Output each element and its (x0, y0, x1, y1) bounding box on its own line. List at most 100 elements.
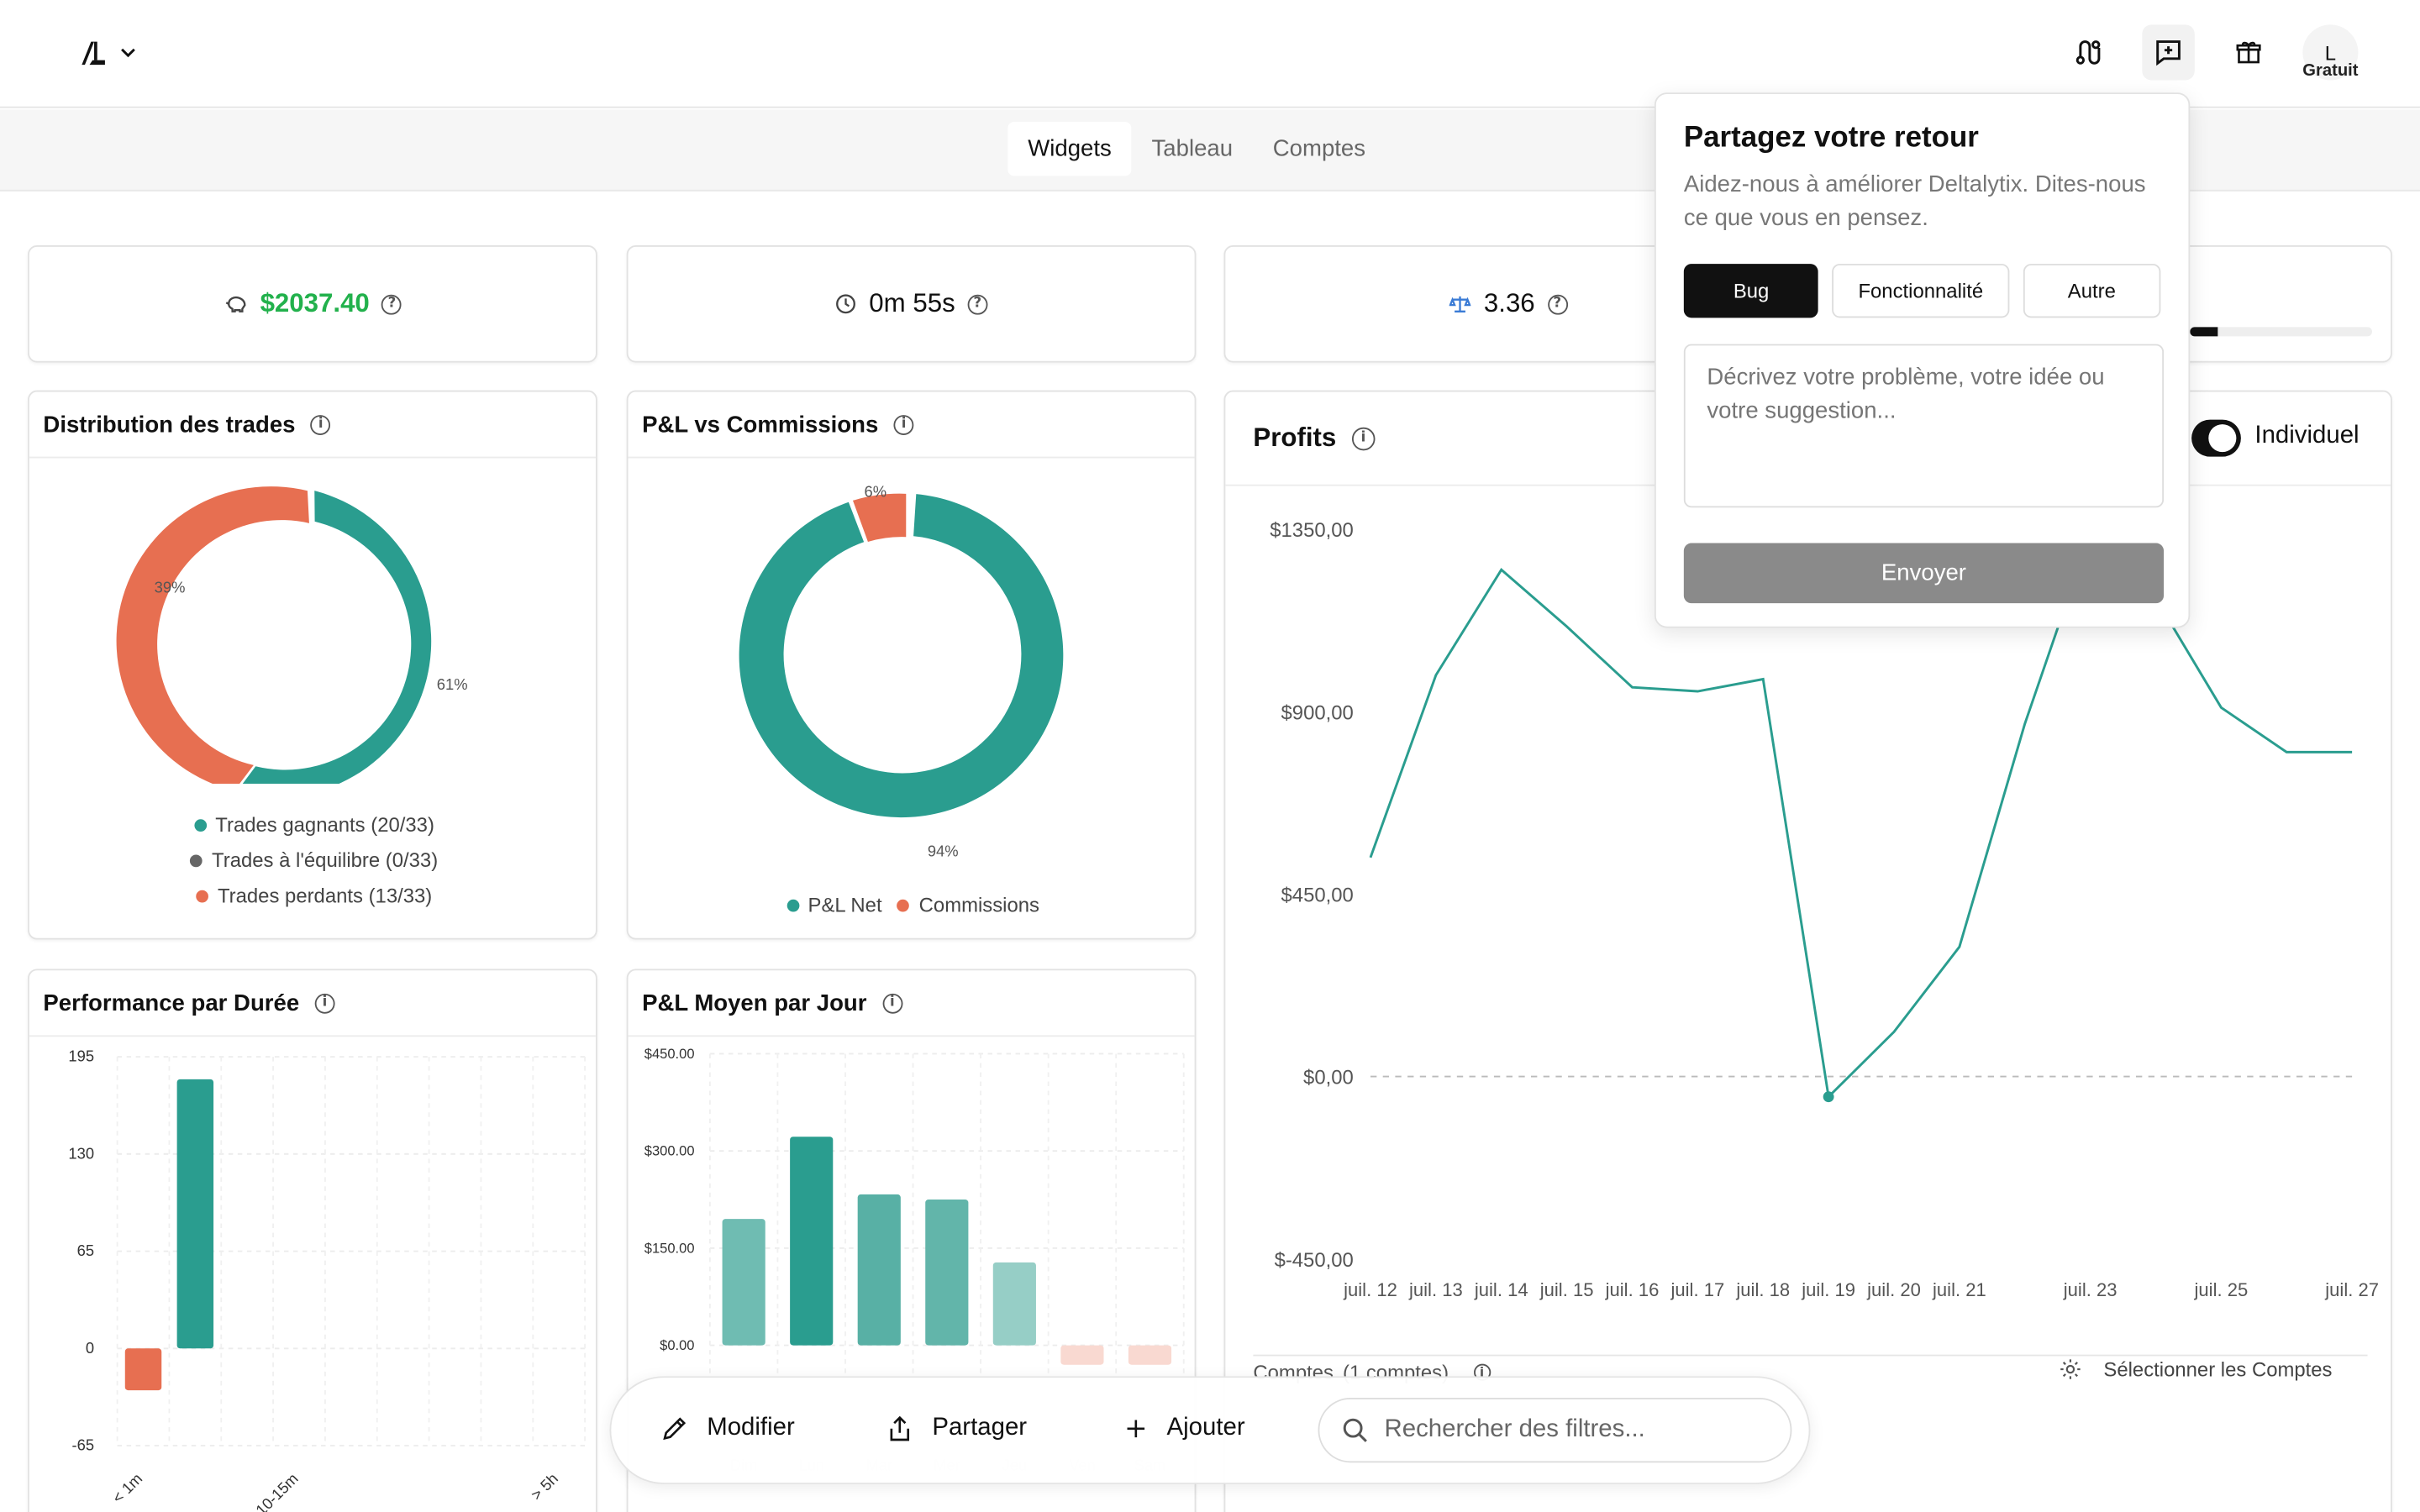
profits-line-chart: $-450,00 $0,00 $450,00 $900,00 $1350,00 juil.… (1270, 519, 2379, 1300)
x-tick-label: juil. 25 (2194, 1279, 2249, 1300)
y-tick-label: 0 (86, 1339, 94, 1357)
scale-icon (1449, 296, 1472, 312)
chevron-down-icon (121, 48, 135, 58)
tab-widgets[interactable]: Widgets (1007, 122, 1132, 176)
gear-icon (2060, 1359, 2081, 1379)
stat-pnl-value: $2037.40 (260, 288, 370, 318)
help-icon[interactable]: ? (381, 293, 402, 314)
tab-tableau[interactable]: Tableau (1151, 135, 1234, 162)
add-widget-button[interactable]: Ajouter (1123, 1415, 1245, 1442)
bar (124, 1348, 162, 1391)
x-tick-label: juil. 17 (1670, 1279, 1725, 1300)
y-tick-label: $300.00 (644, 1143, 695, 1159)
gift-icon (2236, 41, 2261, 64)
floating-toolbar: Modifier Partager Ajouter Rechercher des… (609, 1376, 1811, 1484)
x-tick-label: juil. 20 (1866, 1279, 1921, 1300)
x-tick-label: juil. 27 (2324, 1279, 2379, 1300)
bar (1128, 1345, 1172, 1365)
pct-loss-label: 39% (155, 578, 186, 596)
y-tick-label: $450,00 (1281, 885, 1354, 907)
trade-distribution-widget: Distribution des trades i 61% 39% Trades… (28, 390, 597, 940)
stat-card-pnl: $2037.40 ? (28, 245, 597, 363)
plus-icon (1127, 1420, 1145, 1438)
progress-track (2190, 327, 2373, 337)
legend-item-losing: Trades perdants (13/33) (196, 884, 432, 907)
x-tick-label: juil. 18 (1735, 1279, 1790, 1300)
x-tick-label: 10-15m (252, 1469, 302, 1512)
feedback-type-feature[interactable]: Fonctionnalité (1832, 264, 2009, 318)
x-tick-label: < 1m (108, 1469, 145, 1506)
x-tick-label: juil. 16 (1605, 1279, 1660, 1300)
x-tick-label: juil. 15 (1539, 1279, 1594, 1300)
filter-search-input[interactable]: Rechercher des filtres... (1318, 1398, 1792, 1463)
feedback-popover: Partagez votre retour Aidez-nous à améli… (1654, 92, 2191, 628)
referral-gift-button[interactable] (2223, 24, 2275, 80)
legend-item-commissions: Commissions (897, 893, 1039, 916)
help-icon[interactable]: ? (967, 293, 988, 314)
edit-button[interactable]: Modifier (660, 1415, 795, 1442)
weekday-bar-chart: $0.00$150.00$300.00$450.00DimLunMarMerJe… (644, 1046, 1185, 1473)
accounts-row (1253, 1354, 2368, 1357)
feedback-type-bug[interactable]: Bug (1683, 264, 1819, 318)
feedback-subtitle: Aidez-nous à améliorer Deltalytix. Dites… (1683, 171, 2146, 232)
x-tick-label: juil. 13 (1408, 1279, 1463, 1300)
logo-icon (82, 41, 105, 66)
stat-card-avg-time: 0m 55s ? (626, 245, 1197, 363)
performance-duration-widget: Performance par Durée i -65 0 65 130 195 < 1m… (28, 969, 597, 1512)
feedback-title: Partagez votre retour (1683, 122, 1979, 155)
feedback-send-button[interactable]: Envoyer (1683, 543, 2165, 604)
bar (1060, 1345, 1104, 1365)
logo-switcher[interactable] (77, 37, 139, 68)
legend-item-breakeven: Trades à l'équilibre (0/33) (190, 848, 438, 872)
info-icon[interactable]: i (893, 414, 914, 435)
pct-win-label: 61% (437, 675, 468, 693)
top-bar: L Gratuit (0, 0, 2420, 108)
y-tick-label: $0.00 (660, 1337, 694, 1353)
y-tick-label: $450.00 (644, 1046, 695, 1062)
feedback-textarea[interactable] (1683, 344, 2165, 508)
widget-title: Distribution des trades (43, 411, 296, 438)
individual-toggle-label: Individuel (2254, 423, 2360, 449)
routing-icon (2075, 40, 2101, 65)
piggy-bank-icon (224, 296, 245, 312)
message-plus-icon (2156, 40, 2181, 66)
y-tick-label: -65 (71, 1436, 94, 1453)
bar (857, 1194, 901, 1346)
info-icon[interactable]: i (881, 992, 902, 1013)
donut-slice-commissions (852, 493, 907, 542)
pencil-icon (663, 1417, 687, 1441)
user-avatar[interactable]: L Gratuit (2302, 24, 2359, 81)
pct-net-label: 94% (928, 842, 959, 859)
select-accounts-button[interactable]: Sélectionner les Comptes (2059, 1357, 2333, 1381)
bar (790, 1137, 834, 1346)
bar (992, 1262, 1036, 1346)
import-trades-button[interactable] (2062, 24, 2114, 80)
info-icon[interactable]: i (314, 992, 335, 1013)
duration-bar-chart: -65 0 65 130 195 < 1m 10-15m > 5h (68, 1047, 587, 1512)
individual-toggle[interactable] (2191, 419, 2241, 457)
y-tick-label: $1350,00 (1270, 519, 1354, 542)
widget-title: Profits (1253, 423, 1337, 453)
feedback-button[interactable] (2142, 24, 2195, 81)
x-tick-label: juil. 23 (2063, 1279, 2118, 1300)
y-tick-label: $150.00 (644, 1240, 695, 1256)
info-icon[interactable]: i (310, 414, 331, 435)
x-tick-label: juil. 14 (1474, 1279, 1528, 1300)
donut-chart: 61% 39% (116, 486, 468, 785)
widget-title: P&L Moyen par Jour (642, 990, 867, 1016)
y-tick-label: 195 (68, 1047, 94, 1065)
data-point (1823, 1091, 1834, 1103)
info-icon[interactable]: i (1351, 426, 1376, 450)
pct-comm-label: 6% (865, 482, 887, 500)
stat-ratio-value: 3.36 (1483, 288, 1535, 318)
help-icon[interactable]: ? (1547, 293, 1568, 314)
share-icon (890, 1415, 910, 1441)
y-tick-label: 65 (77, 1242, 94, 1259)
search-icon (1343, 1418, 1367, 1442)
donut-slice-losing (116, 486, 309, 785)
tab-comptes[interactable]: Comptes (1272, 135, 1366, 162)
y-tick-label: $-450,00 (1275, 1249, 1354, 1272)
widget-title: P&L vs Commissions (642, 411, 879, 438)
feedback-type-other[interactable]: Autre (2023, 264, 2161, 318)
share-button[interactable]: Partager (886, 1415, 1027, 1442)
